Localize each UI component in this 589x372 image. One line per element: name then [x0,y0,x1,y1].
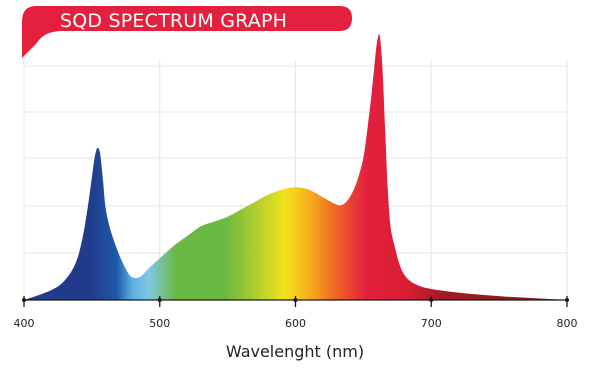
x-tick-label: 600 [285,317,306,330]
x-axis-ticks: 400 500 600 700 800 [14,296,578,330]
spectrum-area [24,34,567,301]
x-tick-dot [565,298,569,302]
x-tick-dot [293,298,298,302]
x-tick-label: 400 [14,317,35,330]
x-tick-label: 800 [557,317,578,330]
title-banner: SQD SPECTRUM GRAPH [22,6,352,58]
title-banner-shape [22,6,352,58]
x-axis-title: Wavelenght (nm) [226,342,364,361]
x-tick-dot [22,298,26,302]
chart-title: SQD SPECTRUM GRAPH [60,10,287,32]
x-tick-dot [157,298,162,302]
x-tick-label: 500 [149,317,170,330]
x-tick-dot [429,298,434,302]
x-tick-label: 700 [421,317,442,330]
